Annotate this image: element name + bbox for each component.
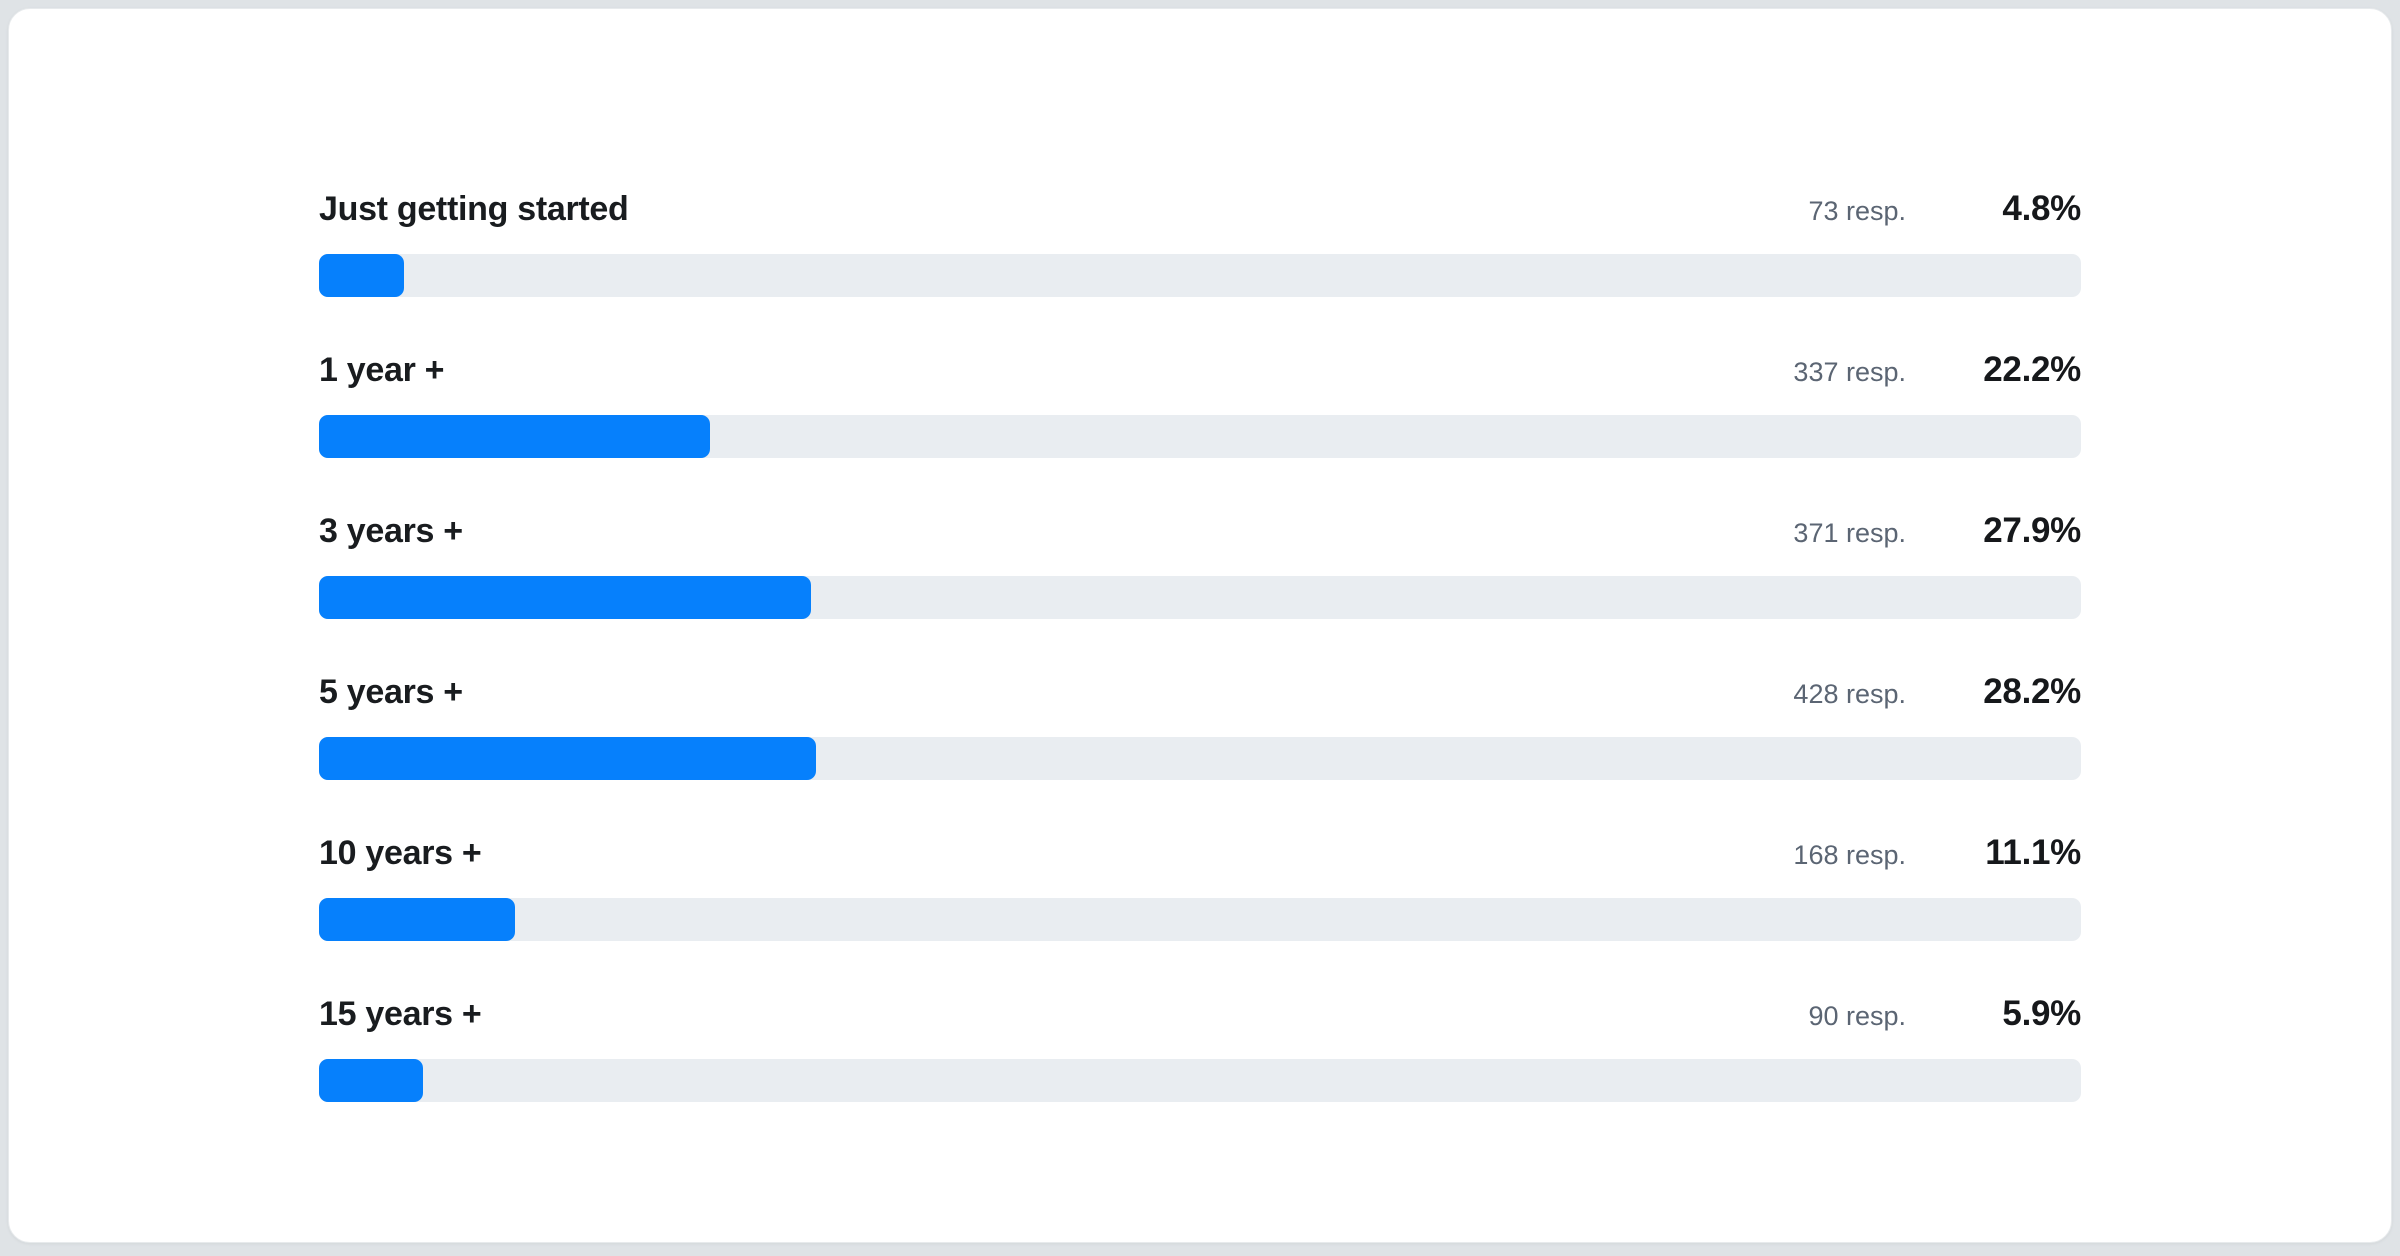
bar-track <box>319 415 2081 458</box>
answer-label: 10 years + <box>319 834 482 872</box>
bar-track <box>319 737 2081 780</box>
respondent-count: 90 resp. <box>1808 1001 1906 1031</box>
row-header: 10 years + 168 resp. 11.1% <box>319 831 2081 877</box>
percentage-value: 5.9% <box>2002 994 2081 1033</box>
respondent-count: 371 resp. <box>1793 518 1906 548</box>
percentage-value: 22.2% <box>1983 350 2081 389</box>
chart-row: 15 years + 90 resp. 5.9% <box>319 992 2081 1102</box>
row-header: 3 years + 371 resp. 27.9% <box>319 509 2081 555</box>
chart-row: 5 years + 428 resp. 28.2% <box>319 670 2081 780</box>
answer-label: Just getting started <box>319 190 629 228</box>
answer-label: 3 years + <box>319 512 463 550</box>
survey-results-card: Just getting started 73 resp. 4.8% 1 yea… <box>8 8 2392 1243</box>
bar-track <box>319 1059 2081 1102</box>
percentage-value: 11.1% <box>1985 833 2081 872</box>
bar-track <box>319 254 2081 297</box>
answer-label: 15 years + <box>319 995 482 1033</box>
chart-row: 10 years + 168 resp. 11.1% <box>319 831 2081 941</box>
answer-label: 5 years + <box>319 673 463 711</box>
row-header: 5 years + 428 resp. 28.2% <box>319 670 2081 716</box>
row-header: 1 year + 337 resp. 22.2% <box>319 348 2081 394</box>
bar-fill <box>319 898 515 941</box>
chart-row: 1 year + 337 resp. 22.2% <box>319 348 2081 458</box>
bar-fill <box>319 737 816 780</box>
chart-row: Just getting started 73 resp. 4.8% <box>319 187 2081 297</box>
respondent-count: 337 resp. <box>1793 357 1906 387</box>
percentage-value: 4.8% <box>2002 189 2081 228</box>
percentage-value: 27.9% <box>1983 511 2081 550</box>
percentage-value: 28.2% <box>1983 672 2081 711</box>
bar-track <box>319 576 2081 619</box>
answer-label: 1 year + <box>319 351 445 389</box>
chart-row: 3 years + 371 resp. 27.9% <box>319 509 2081 619</box>
row-header: Just getting started 73 resp. 4.8% <box>319 187 2081 233</box>
bar-track <box>319 898 2081 941</box>
bar-fill <box>319 576 811 619</box>
bar-fill <box>319 415 711 458</box>
bar-fill <box>319 254 404 297</box>
respondent-count: 428 resp. <box>1793 679 1906 709</box>
bar-fill <box>319 1059 423 1102</box>
row-header: 15 years + 90 resp. 5.9% <box>319 992 2081 1038</box>
respondent-count: 168 resp. <box>1793 840 1906 870</box>
respondent-count: 73 resp. <box>1808 196 1906 226</box>
